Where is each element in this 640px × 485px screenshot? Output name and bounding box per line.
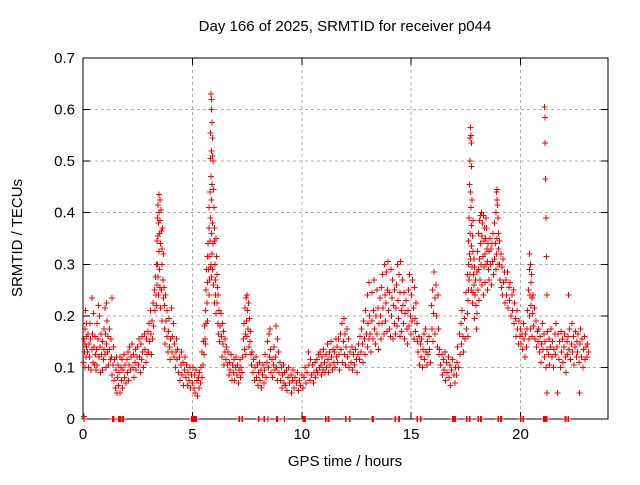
y-axis-label: SRMTID / TECUs: [9, 179, 26, 297]
x-tick-label: 10: [293, 426, 310, 443]
chart-title: Day 166 of 2025, SRMTID for receiver p04…: [199, 18, 492, 35]
x-tick-label: 20: [512, 426, 529, 443]
x-tick-label: 5: [188, 426, 196, 443]
y-tick-label: 0.2: [54, 308, 75, 325]
y-tick-label: 0.1: [54, 359, 75, 376]
x-tick-label: 0: [79, 426, 87, 443]
y-tick-label: 0.5: [54, 153, 75, 170]
grid-lines: [83, 58, 608, 419]
y-tick-label: 0.3: [54, 256, 75, 273]
y-tick-label: 0.7: [54, 50, 75, 67]
plot-layers: 0 0.1 0.2 0.3 0.4 0.5 0.6 0.7 0 5 10 15 20: [54, 50, 609, 443]
data-points: [80, 91, 592, 422]
y-tick-label: 0.6: [54, 102, 75, 119]
x-axis-label: GPS time / hours: [288, 453, 402, 470]
y-tick-label: 0.4: [54, 205, 75, 222]
x-tick-label: 15: [403, 426, 420, 443]
y-tick-label: 0: [67, 411, 75, 428]
